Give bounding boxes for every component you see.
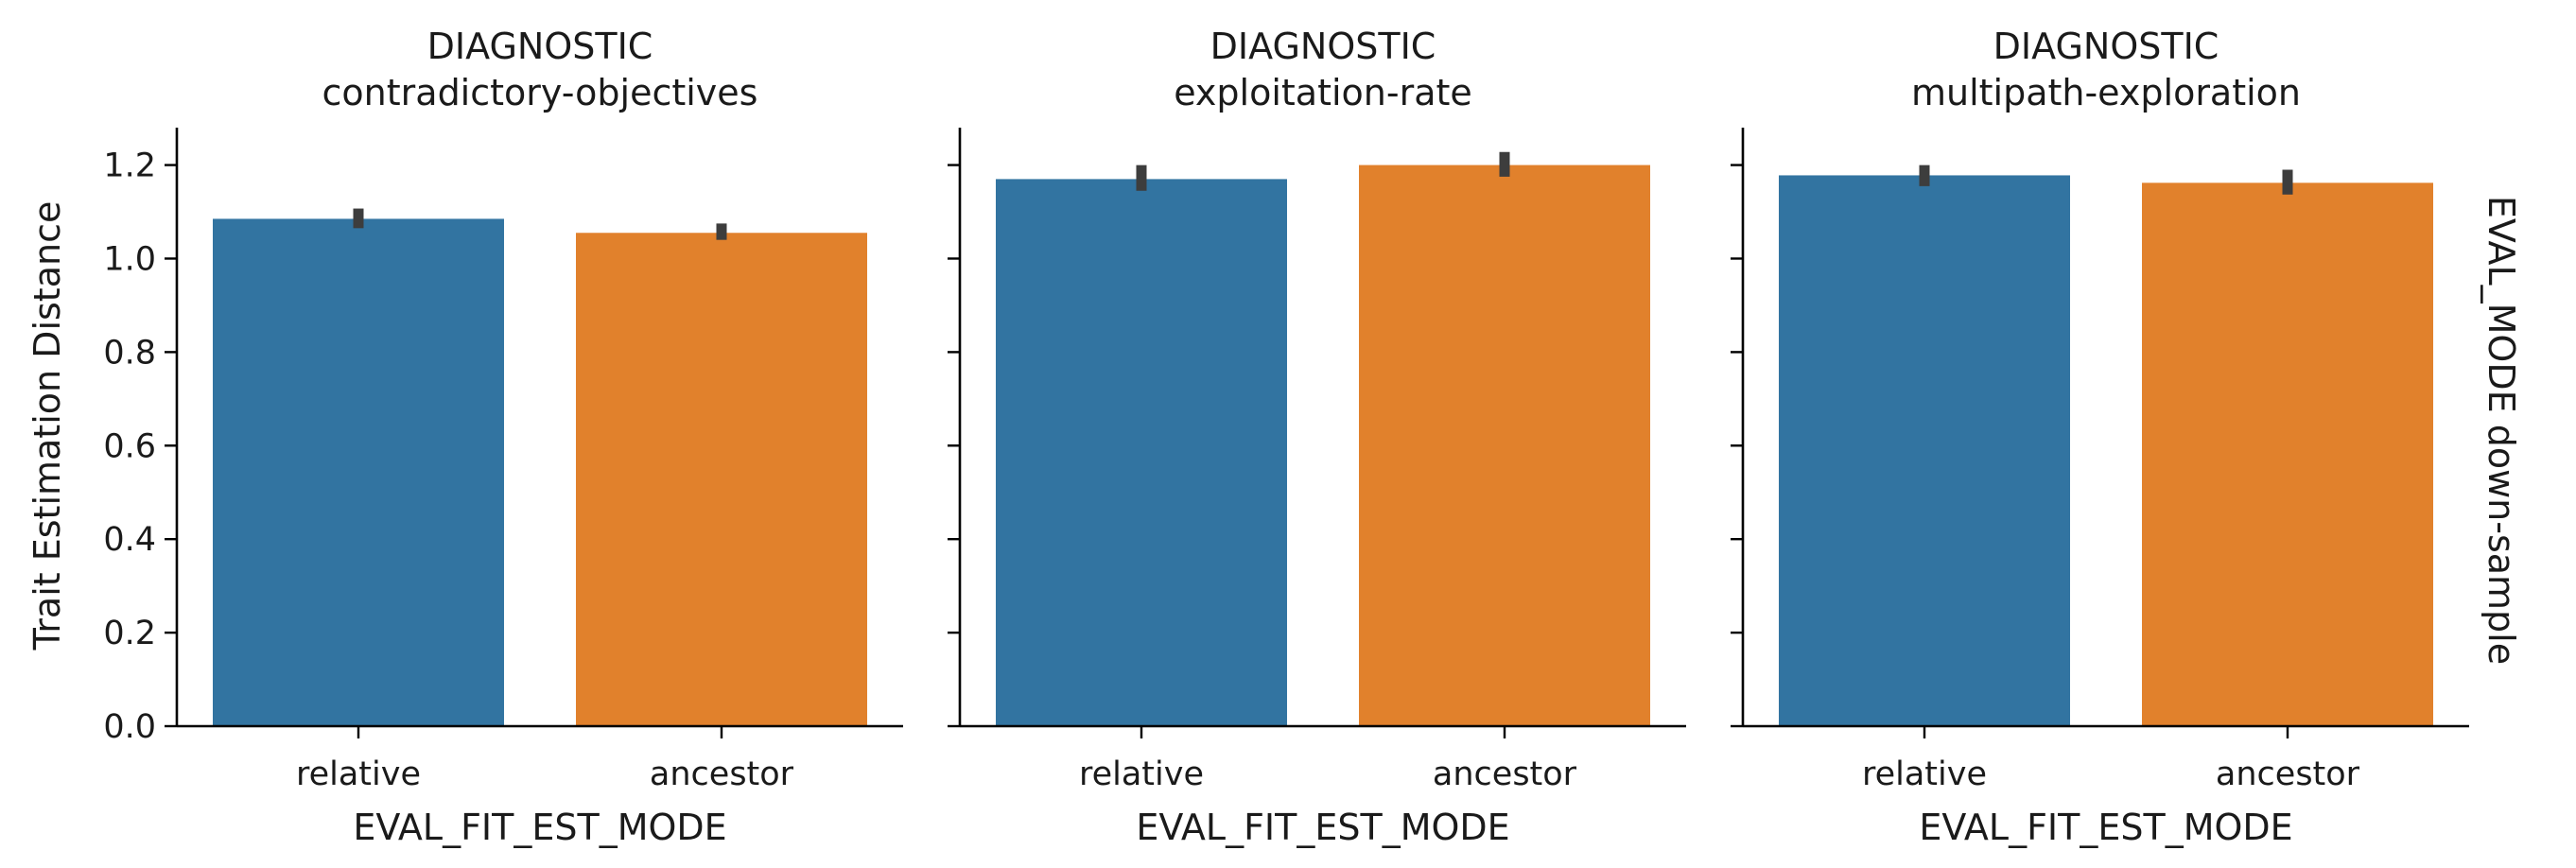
facet-panel: DIAGNOSTIC exploitation-rate relative ances… [948,26,1686,848]
bar-relative [1779,175,2070,726]
panel-title-line-1: DIAGNOSTIC [1993,26,2219,67]
bar-ancestor [1359,165,1650,726]
x-tick-label-ancestor: ancestor [650,755,794,793]
x-axis-label: EVAL_FIT_EST_MODE [1136,807,1509,848]
x-axis-label: EVAL_FIT_EST_MODE [353,807,726,848]
bar-ancestor [2142,182,2433,727]
bar-relative [213,218,504,726]
panel-title-line-1: DIAGNOSTIC [1210,26,1436,67]
y-tick-label: 0.0 [103,708,156,746]
bar-ancestor [576,233,867,726]
panel-title-line-2: multipath-exploration [1911,72,2301,113]
panel-title-line-2: contradictory-objectives [322,72,758,113]
facet-panel: DIAGNOSTIC contradictory-objectives relati… [103,26,903,848]
x-tick-label-relative: relative [1862,755,1987,793]
x-tick-label-ancestor: ancestor [2216,755,2360,793]
facet-row-label: EVAL_MODE down-sample [2480,196,2522,665]
x-axis-label: EVAL_FIT_EST_MODE [1919,807,2292,848]
y-tick-label: 0.6 [103,427,156,465]
x-tick-label-relative: relative [1079,755,1204,793]
y-axis-label: Trait Estimation Distance [26,201,68,651]
facet-panels: DIAGNOSTIC contradictory-objectives relati… [103,26,2469,848]
panel-title-line-2: exploitation-rate [1174,72,1472,113]
facet-panel: DIAGNOSTIC multipath-exploration relative a… [1731,26,2469,848]
bar-relative [996,179,1287,726]
y-tick-label: 0.4 [103,521,156,559]
y-tick-label: 1.2 [103,148,156,185]
y-tick-label: 0.8 [103,334,156,372]
y-tick-label: 1.0 [103,240,156,278]
x-tick-label-ancestor: ancestor [1433,755,1577,793]
y-tick-label: 0.2 [103,615,156,652]
x-tick-label-relative: relative [296,755,421,793]
panel-title-line-1: DIAGNOSTIC [427,26,653,67]
